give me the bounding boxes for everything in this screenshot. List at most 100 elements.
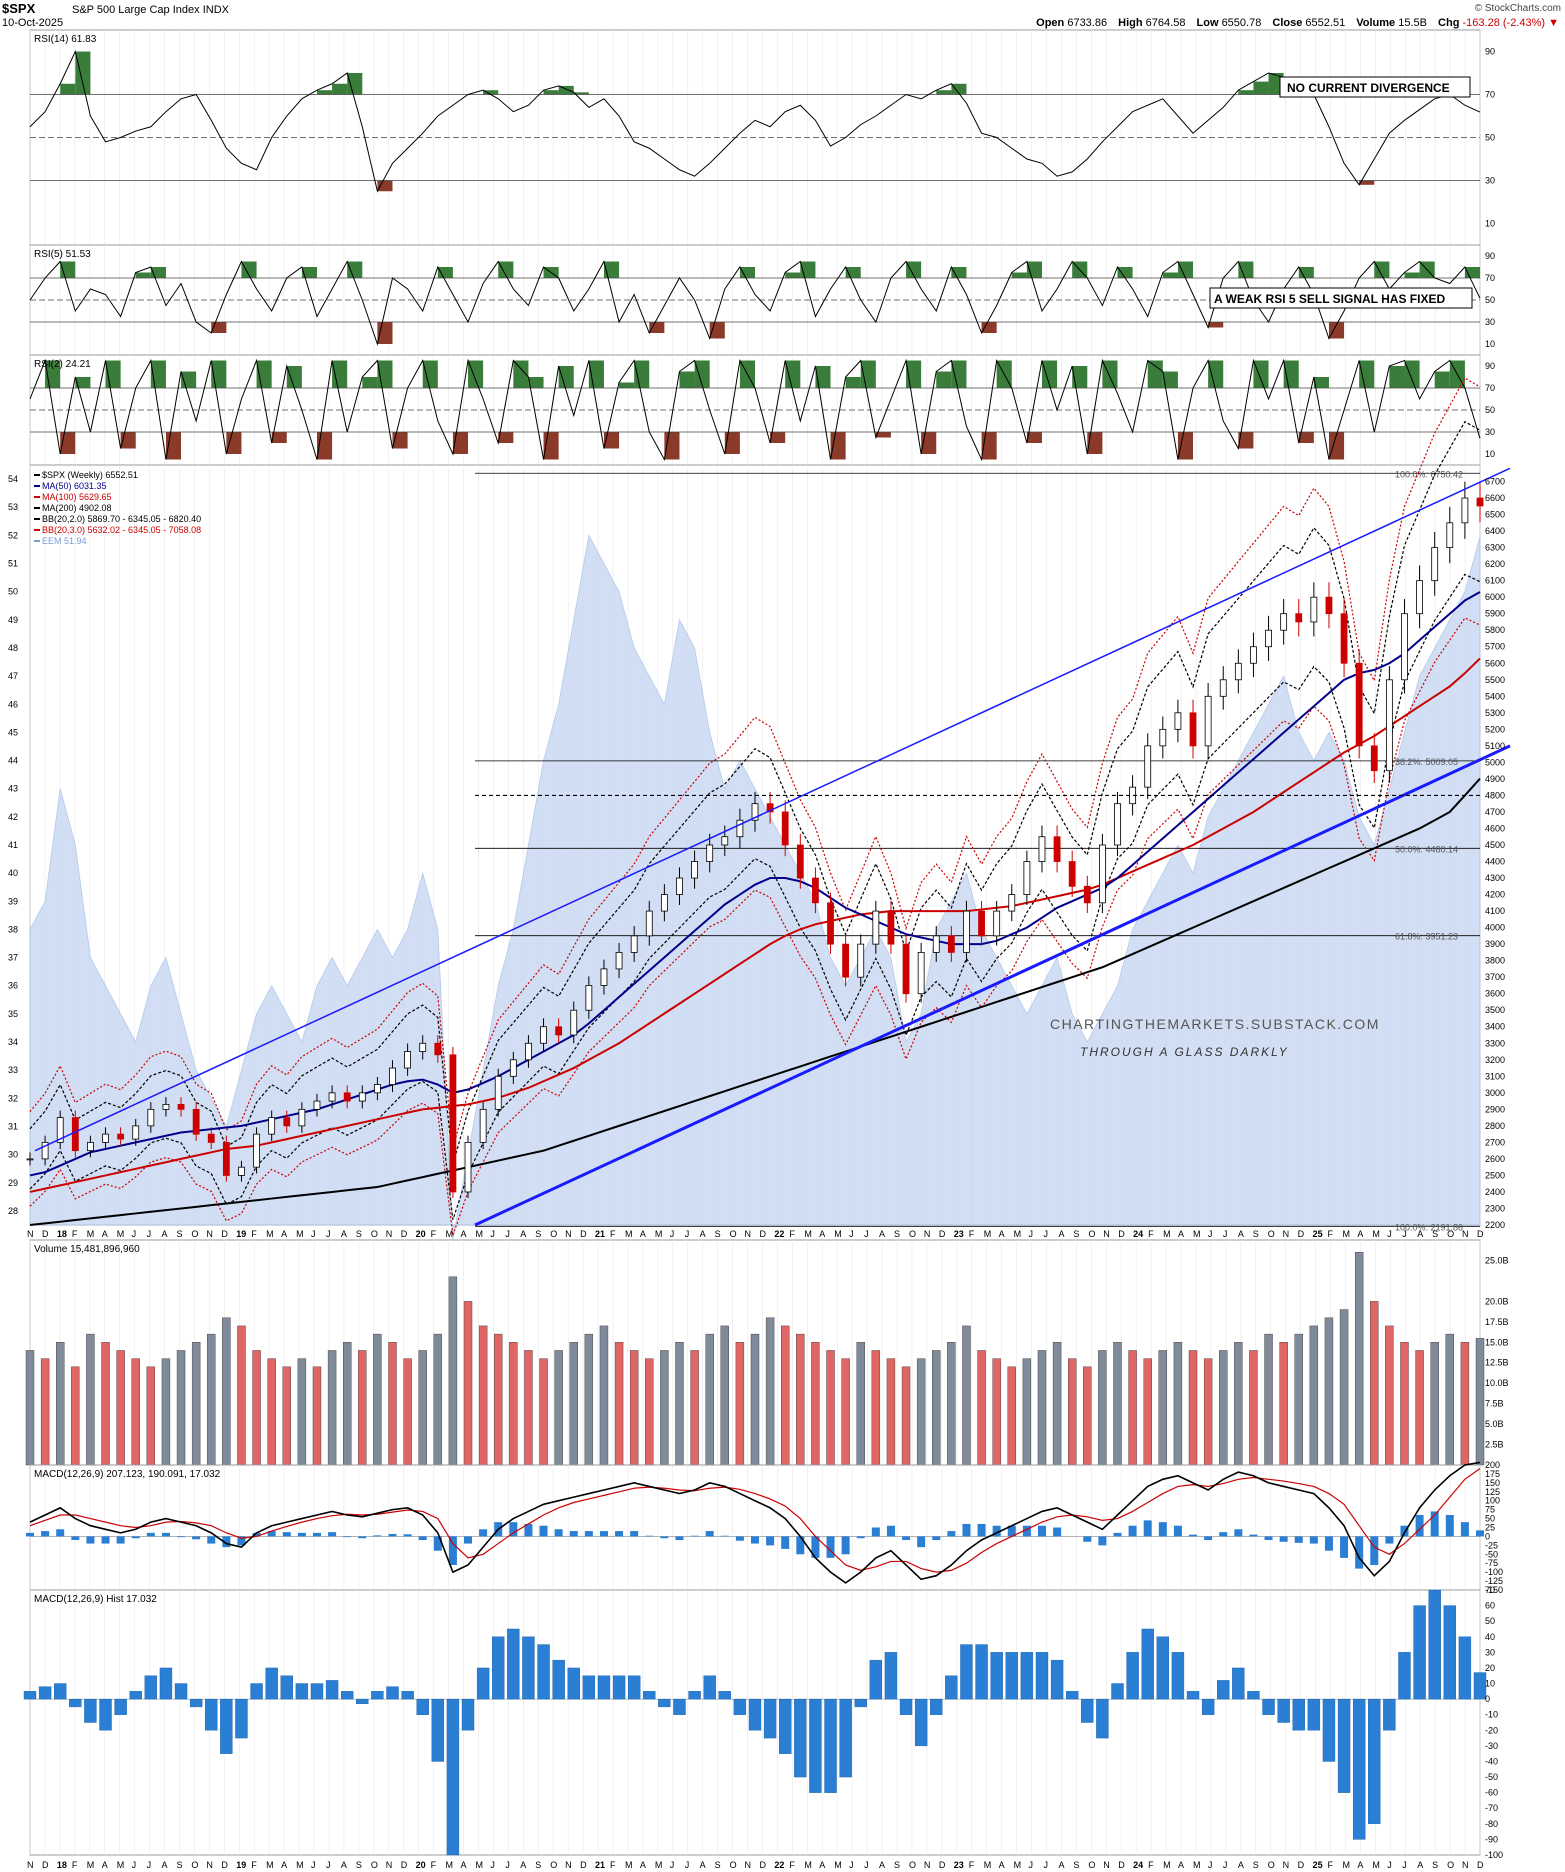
macd-hist-bar [871,1527,880,1537]
x-tick-label: N [1103,1860,1110,1870]
x-tick-label: 20 [416,1229,426,1239]
volume-bar [1037,1350,1047,1466]
candle-body [1370,745,1378,772]
bb3-lower [29,617,1481,1236]
volume-bar [856,1342,865,1466]
hist-bar [295,1683,309,1700]
x-tick-label: A [999,1860,1005,1870]
volume-bar [1400,1342,1409,1466]
oversold-fill [1087,432,1103,454]
x-tick-label: M [625,1229,633,1239]
overbought-fill [1313,377,1329,388]
x-tick-label: M [296,1229,304,1239]
candle-body [117,1133,125,1140]
x-tick-label: S [715,1860,721,1870]
macd-tick-label: -150 [1485,1585,1503,1595]
x-tick-label: A [281,1860,287,1870]
x-tick-label: J [849,1860,854,1870]
x-tick-label: A [281,1229,287,1239]
candle-body [917,951,925,995]
volume-bar [40,1358,50,1466]
hist-tick-label: -20 [1485,1725,1498,1735]
hist-bar [1156,1636,1170,1700]
x-tick-label: M [117,1229,125,1239]
volume-bar [1158,1350,1168,1466]
volume-bar [56,1342,65,1466]
macd-hist-bar [675,1536,684,1540]
macd-hist-bar [1309,1536,1318,1544]
volume-bar [886,1358,896,1466]
x-tick-label: F [251,1860,257,1870]
macd-hist-bar [403,1534,412,1537]
x-tick-label: A [1058,1860,1064,1870]
legend-entry: BB(20,3.0) 5632.02 - 6345.05 - 7058.08 [42,525,201,535]
candle-body [963,910,970,953]
x-tick-label: J [1208,1860,1213,1870]
candle-body [343,1092,351,1102]
price-tick-label: 4300 [1485,873,1505,883]
volume-bar [584,1333,594,1466]
candle-body [253,1133,260,1168]
hist-bar [446,1698,460,1856]
candle-body [509,1059,517,1077]
price-tick-label: 6700 [1485,477,1505,487]
volume-bar [1415,1350,1424,1466]
macd-hist-bar [433,1536,442,1551]
x-tick-label: A [700,1860,706,1870]
oversold-fill [921,432,937,454]
volume-bar [237,1325,246,1466]
volume-bar [1188,1350,1198,1466]
hist-bar [144,1675,158,1700]
hist-tick-label: 40 [1485,1632,1495,1642]
y-tick-label: 70 [1485,90,1495,100]
hist-bar [386,1686,399,1700]
volume-bar [1324,1317,1334,1466]
price-tick-label: 3600 [1485,989,1505,999]
fib-level-label: 61.8%: 3951.23 [1395,932,1458,942]
x-tick-label: A [1357,1860,1363,1870]
substack-watermark: CHARTINGTHEMARKETS.SUBSTACK.COM [1050,1016,1380,1032]
candle-body [389,1067,396,1085]
hist-bar [23,1691,37,1700]
macd-hist-bar [1294,1536,1303,1543]
x-tick-label: M [117,1860,125,1870]
price-tick-label: 5700 [1485,642,1505,652]
volume-bar [947,1342,956,1466]
lower-trendline [474,744,1511,1227]
candle-body [1310,596,1318,623]
overbought-fill [437,267,453,278]
macd-hist-bar [192,1536,201,1540]
eem-tick-label: 34 [8,1037,18,1047]
price-tick-label: 3000 [1485,1088,1505,1098]
oversold-fill [377,180,393,192]
volume-bar [690,1350,699,1466]
x-tick-label: J [1029,1229,1034,1239]
hist-bar [1352,1698,1366,1840]
rsi-line [29,260,1481,346]
volume-bar [916,1358,926,1466]
x-tick-label: F [1328,1860,1334,1870]
candle-body [812,877,819,904]
x-tick-label: M [87,1860,95,1870]
hist-bar [492,1636,505,1700]
y-tick-label: 30 [1485,427,1495,437]
x-tick-label: N [1462,1229,1469,1239]
macd-hist-bar [388,1533,397,1537]
candle-body [540,1026,547,1044]
y-tick-label: 30 [1485,176,1495,186]
macd-hist-bar [1234,1529,1243,1537]
x-tick-label: M [655,1229,663,1239]
overbought-fill [815,366,831,388]
macd-hist-bar [418,1536,427,1540]
eem-tick-label: 35 [8,1009,18,1019]
macd-hist-bar [509,1522,518,1537]
macd-hist-bar [161,1532,170,1537]
y-tick-label: 70 [1485,383,1495,393]
x-tick-label: J [685,1229,690,1239]
hist-bar [779,1698,792,1754]
volume-bar [267,1358,276,1466]
volume-bar [448,1276,458,1466]
x-tick-label: F [251,1229,257,1239]
volume-bar [645,1358,654,1466]
x-tick-label: N [745,1860,752,1870]
